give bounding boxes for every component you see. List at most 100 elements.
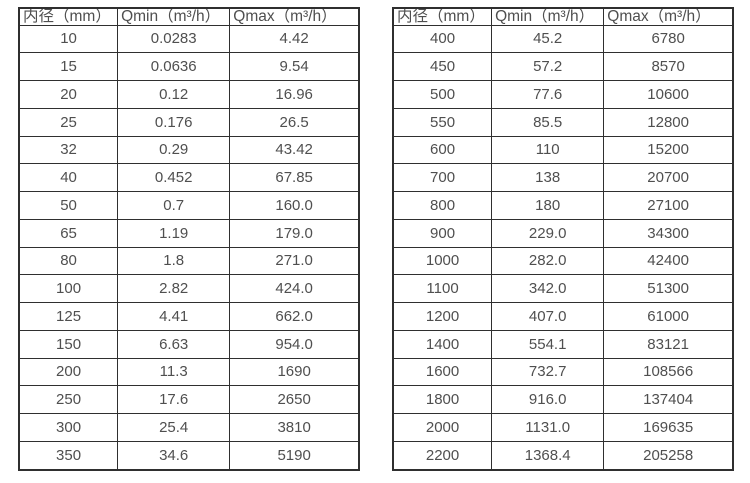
table-cell: 1200 xyxy=(392,302,493,331)
table-cell: 300 xyxy=(18,413,119,442)
table-cell: 600 xyxy=(392,135,493,165)
table-row: 1800 916.0 137404 xyxy=(392,385,734,414)
table-cell: 100 xyxy=(18,274,119,303)
table-cell: 1100 xyxy=(392,274,493,303)
table-row: 1600 732.7 108566 xyxy=(392,357,734,387)
table-cell: 25.4 xyxy=(117,413,231,442)
header-diameter: 内径（mm） xyxy=(18,7,119,26)
table-cell: 179.0 xyxy=(229,218,360,248)
table-cell: 200 xyxy=(18,357,119,387)
table-cell: 83121 xyxy=(603,329,734,359)
table-cell: 61000 xyxy=(603,302,734,331)
table-row: 1200 407.0 61000 xyxy=(392,302,734,331)
table-cell: 42400 xyxy=(603,246,734,276)
table-cell: 27100 xyxy=(603,191,734,220)
table-cell: 400 xyxy=(392,24,493,54)
table-row: 250 17.6 2650 xyxy=(18,385,360,414)
table-cell: 77.6 xyxy=(491,80,605,109)
table-cell: 9.54 xyxy=(229,52,360,81)
table-cell: 2650 xyxy=(229,385,360,414)
header-qmin: Qmin（m³/h） xyxy=(117,7,231,26)
table-row: 900 229.0 34300 xyxy=(392,218,734,248)
table-cell: 137404 xyxy=(603,385,734,414)
table-cell: 0.452 xyxy=(117,163,231,192)
table-cell: 1.8 xyxy=(117,246,231,276)
table-cell: 0.176 xyxy=(117,107,231,137)
table-cell: 57.2 xyxy=(491,52,605,81)
table-cell: 10 xyxy=(18,24,119,54)
table-cell: 67.85 xyxy=(229,163,360,192)
table-cell: 1690 xyxy=(229,357,360,387)
table-row: 600 110 15200 xyxy=(392,135,734,165)
table-row: 2000 1131.0 169635 xyxy=(392,413,734,442)
table-cell: 424.0 xyxy=(229,274,360,303)
table-row: 100 2.82 424.0 xyxy=(18,274,360,303)
table-cell: 2200 xyxy=(392,440,493,471)
header-qmax: Qmax（m³/h） xyxy=(229,7,360,26)
table-cell: 1600 xyxy=(392,357,493,387)
table-cell: 0.0283 xyxy=(117,24,231,54)
table-cell: 1.19 xyxy=(117,218,231,248)
header-qmin: Qmin（m³/h） xyxy=(491,7,605,26)
table-cell: 1000 xyxy=(392,246,493,276)
table-cell: 550 xyxy=(392,107,493,137)
flow-range-table-small-diameters: 内径（mm） Qmin（m³/h） Qmax（m³/h） 10 0.0283 4.4… xyxy=(18,7,360,471)
table-row: 1400 554.1 83121 xyxy=(392,329,734,359)
table-cell: 51300 xyxy=(603,274,734,303)
table-cell: 250 xyxy=(18,385,119,414)
table-cell: 271.0 xyxy=(229,246,360,276)
table-row: 800 180 27100 xyxy=(392,191,734,220)
table-cell: 407.0 xyxy=(491,302,605,331)
table-cell: 700 xyxy=(392,163,493,192)
table-row: 1000 282.0 42400 xyxy=(392,246,734,276)
table-cell: 0.0636 xyxy=(117,52,231,81)
table-cell: 8570 xyxy=(603,52,734,81)
header-row: 内径（mm） Qmin（m³/h） Qmax（m³/h） xyxy=(18,7,360,26)
table-row: 350 34.6 5190 xyxy=(18,440,360,471)
flow-range-table-large-diameters: 内径（mm） Qmin（m³/h） Qmax（m³/h） 400 45.2 6780… xyxy=(392,7,734,471)
table-cell: 2000 xyxy=(392,413,493,442)
table-row: 500 77.6 10600 xyxy=(392,80,734,109)
table-cell: 900 xyxy=(392,218,493,248)
table-cell: 1400 xyxy=(392,329,493,359)
table-cell: 3810 xyxy=(229,413,360,442)
table-cell: 0.12 xyxy=(117,80,231,109)
table-cell: 732.7 xyxy=(491,357,605,387)
table-cell: 15 xyxy=(18,52,119,81)
table-cell: 150 xyxy=(18,329,119,359)
table-cell: 916.0 xyxy=(491,385,605,414)
table-cell: 15200 xyxy=(603,135,734,165)
table-row: 700 138 20700 xyxy=(392,163,734,192)
table-row: 50 0.7 160.0 xyxy=(18,191,360,220)
table-cell: 11.3 xyxy=(117,357,231,387)
table-cell: 40 xyxy=(18,163,119,192)
table-row: 450 57.2 8570 xyxy=(392,52,734,81)
table-cell: 85.5 xyxy=(491,107,605,137)
table-cell: 20 xyxy=(18,80,119,109)
table-cell: 500 xyxy=(392,80,493,109)
table-cell: 0.7 xyxy=(117,191,231,220)
table-cell: 954.0 xyxy=(229,329,360,359)
table-row: 200 11.3 1690 xyxy=(18,357,360,387)
table-cell: 12800 xyxy=(603,107,734,137)
header-row: 内径（mm） Qmin（m³/h） Qmax（m³/h） xyxy=(392,7,734,26)
table-cell: 45.2 xyxy=(491,24,605,54)
table-row: 2200 1368.4 205258 xyxy=(392,440,734,471)
table-cell: 17.6 xyxy=(117,385,231,414)
table-cell: 43.42 xyxy=(229,135,360,165)
table-cell: 34.6 xyxy=(117,440,231,471)
table-row: 32 0.29 43.42 xyxy=(18,135,360,165)
table-cell: 20700 xyxy=(603,163,734,192)
table-cell: 205258 xyxy=(603,440,734,471)
table-row: 10 0.0283 4.42 xyxy=(18,24,360,54)
table-cell: 800 xyxy=(392,191,493,220)
table-cell: 6.63 xyxy=(117,329,231,359)
table-row: 125 4.41 662.0 xyxy=(18,302,360,331)
table-cell: 10600 xyxy=(603,80,734,109)
table-cell: 160.0 xyxy=(229,191,360,220)
table-cell: 1800 xyxy=(392,385,493,414)
table-row: 25 0.176 26.5 xyxy=(18,107,360,137)
table-cell: 662.0 xyxy=(229,302,360,331)
table-cell: 2.82 xyxy=(117,274,231,303)
table-cell: 450 xyxy=(392,52,493,81)
